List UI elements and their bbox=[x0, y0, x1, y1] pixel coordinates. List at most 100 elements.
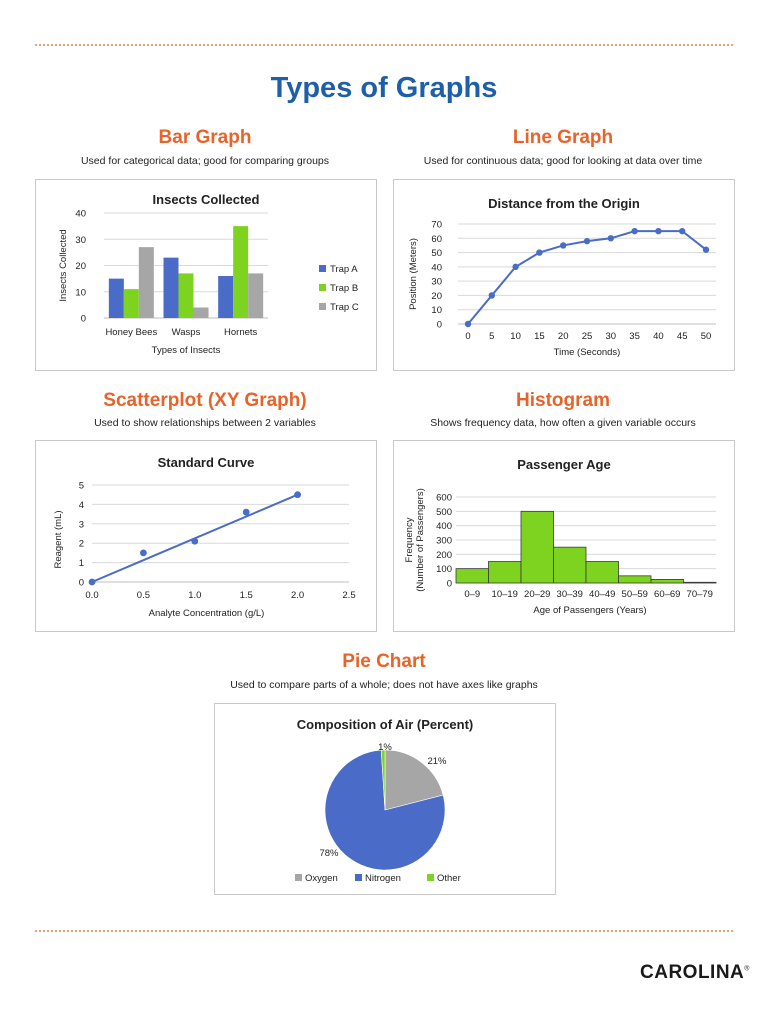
data-point bbox=[512, 263, 519, 271]
x-tick-label: 50–59 bbox=[622, 589, 648, 600]
histogram-bar bbox=[553, 546, 587, 584]
x-tick-label: 25 bbox=[582, 331, 593, 342]
line-chart: Distance from the Origin 0 10 20 30 40 50 60 70 0… bbox=[408, 196, 716, 358]
x-axis-label: Types of Insects bbox=[152, 345, 221, 356]
bar bbox=[233, 226, 249, 318]
y-axis-label: Frequency bbox=[404, 517, 415, 562]
bar bbox=[193, 307, 209, 318]
histogram-bar bbox=[455, 568, 489, 584]
chart-title: Standard Curve bbox=[158, 455, 255, 470]
legend-swatch bbox=[355, 874, 362, 881]
bar bbox=[163, 257, 179, 318]
legend-label: Other bbox=[437, 873, 461, 884]
bottom-divider bbox=[35, 930, 733, 932]
data-point bbox=[464, 320, 472, 328]
bar bbox=[248, 273, 264, 318]
pie-slice bbox=[324, 749, 446, 871]
y-tick-label: 200 bbox=[436, 550, 452, 561]
bar bbox=[178, 273, 194, 318]
y-tick-label: 5 bbox=[79, 481, 84, 492]
pie-slice bbox=[384, 749, 444, 811]
data-point bbox=[679, 227, 686, 235]
y-tick-label: 0 bbox=[447, 579, 452, 590]
data-point bbox=[242, 508, 250, 516]
histogram-bar bbox=[683, 581, 717, 584]
x-tick-label: Honey Bees bbox=[105, 327, 157, 338]
x-tick-label: 10 bbox=[510, 331, 521, 342]
slice-label: 1% bbox=[378, 742, 392, 753]
y-tick-label: 100 bbox=[436, 564, 452, 575]
x-tick-label: 0.5 bbox=[137, 590, 150, 601]
y-axis-label: Insects Collected bbox=[58, 229, 69, 301]
scatterplot-heading: Scatterplot (XY Graph) bbox=[103, 390, 307, 411]
histogram-chart: Passenger Age 0 100 200 300 400 500 600 0–9 10–19… bbox=[404, 457, 717, 616]
histogram-chart-panel: Passenger Age 0 100 200 300 400 500 600 0–9 10–19… bbox=[393, 440, 735, 632]
y-axis-label: Position (Meters) bbox=[408, 238, 419, 310]
histogram-bar bbox=[618, 575, 652, 584]
bar bbox=[218, 276, 234, 318]
bar-graph-heading: Bar Graph bbox=[158, 127, 252, 148]
x-tick-label: 5 bbox=[489, 331, 494, 342]
legend-label: Trap A bbox=[330, 264, 358, 275]
x-tick-label: 2.0 bbox=[291, 590, 304, 601]
histogram-bar bbox=[488, 561, 522, 584]
x-tick-label: 30 bbox=[606, 331, 617, 342]
chart-title: Passenger Age bbox=[517, 457, 610, 472]
x-tick-label: 35 bbox=[629, 331, 640, 342]
y-tick-label: 2 bbox=[79, 539, 84, 550]
bar-chart-panel: Insects Collected 0 10 20 30 40 Honey Bees Wasp… bbox=[35, 179, 377, 371]
pie-slice bbox=[380, 749, 386, 811]
pie-chart-panel: Composition of Air (Percent) 21% 78% 1% Oxyg… bbox=[214, 703, 556, 895]
pie-chart: Composition of Air (Percent) 21% 78% 1% Oxyg… bbox=[295, 717, 473, 884]
legend-label: Trap C bbox=[330, 302, 359, 313]
histogram-heading: Histogram bbox=[516, 390, 610, 411]
slice-label: 78% bbox=[319, 848, 339, 859]
page-title: Types of Graphs bbox=[270, 72, 498, 104]
carolina-logo: CAROLINA® bbox=[640, 962, 750, 983]
pie-chart-description: Used to compare parts of a whole; does n… bbox=[230, 679, 538, 691]
y-tick-label: 4 bbox=[79, 500, 84, 511]
histogram-bar bbox=[585, 561, 619, 584]
x-tick-label: 1.0 bbox=[188, 590, 201, 601]
data-point bbox=[607, 235, 614, 242]
x-tick-label: 20 bbox=[558, 331, 569, 342]
bar bbox=[123, 289, 139, 318]
y-tick-label: 0 bbox=[79, 578, 84, 589]
x-axis-label: Analyte Concentration (g/L) bbox=[149, 608, 265, 619]
x-tick-label: 15 bbox=[534, 331, 545, 342]
top-divider bbox=[35, 44, 733, 46]
y-tick-label: 10 bbox=[431, 305, 442, 316]
x-tick-label: 45 bbox=[677, 331, 688, 342]
legend-label: Trap B bbox=[330, 283, 358, 294]
pie-chart-heading: Pie Chart bbox=[342, 651, 426, 672]
y-tick-label: 300 bbox=[436, 536, 452, 547]
x-tick-label: Wasps bbox=[172, 327, 201, 338]
data-point bbox=[560, 242, 567, 249]
histogram-bar bbox=[520, 510, 554, 584]
x-axis-label: Age of Passengers (Years) bbox=[533, 605, 646, 616]
legend-label: Oxygen bbox=[305, 873, 338, 884]
y-tick-label: 70 bbox=[431, 220, 442, 231]
y-tick-label: 30 bbox=[431, 277, 442, 288]
bar-chart: Insects Collected 0 10 20 30 40 Honey Bees Wasp… bbox=[58, 192, 359, 356]
y-axis-label: Reagent (mL) bbox=[53, 510, 64, 568]
line-graph-description: Used for continuous data; good for looki… bbox=[423, 155, 703, 167]
x-tick-label: 10–19 bbox=[492, 589, 518, 600]
scatter-chart-panel: Standard Curve 0 1 2 3 4 5 0.0 0.5 1.0 1.5 2.0 2.5 An… bbox=[35, 440, 377, 632]
x-tick-label: 60–69 bbox=[654, 589, 680, 600]
chart-title: Distance from the Origin bbox=[488, 196, 640, 211]
y-tick-label: 60 bbox=[431, 234, 442, 245]
data-point bbox=[294, 491, 301, 499]
chart-title: Composition of Air (Percent) bbox=[297, 717, 473, 732]
x-axis-label: Time (Seconds) bbox=[554, 347, 621, 358]
y-tick-label: 20 bbox=[431, 291, 442, 302]
data-point bbox=[702, 246, 710, 253]
y-tick-label: 600 bbox=[436, 493, 452, 504]
x-tick-label: 0–9 bbox=[464, 589, 480, 600]
x-tick-label: 30–39 bbox=[557, 589, 583, 600]
y-tick-label: 20 bbox=[75, 261, 86, 272]
histogram-bar bbox=[650, 579, 684, 584]
legend-swatch bbox=[319, 303, 326, 310]
bar bbox=[108, 278, 124, 318]
y-tick-label: 3 bbox=[79, 519, 84, 530]
